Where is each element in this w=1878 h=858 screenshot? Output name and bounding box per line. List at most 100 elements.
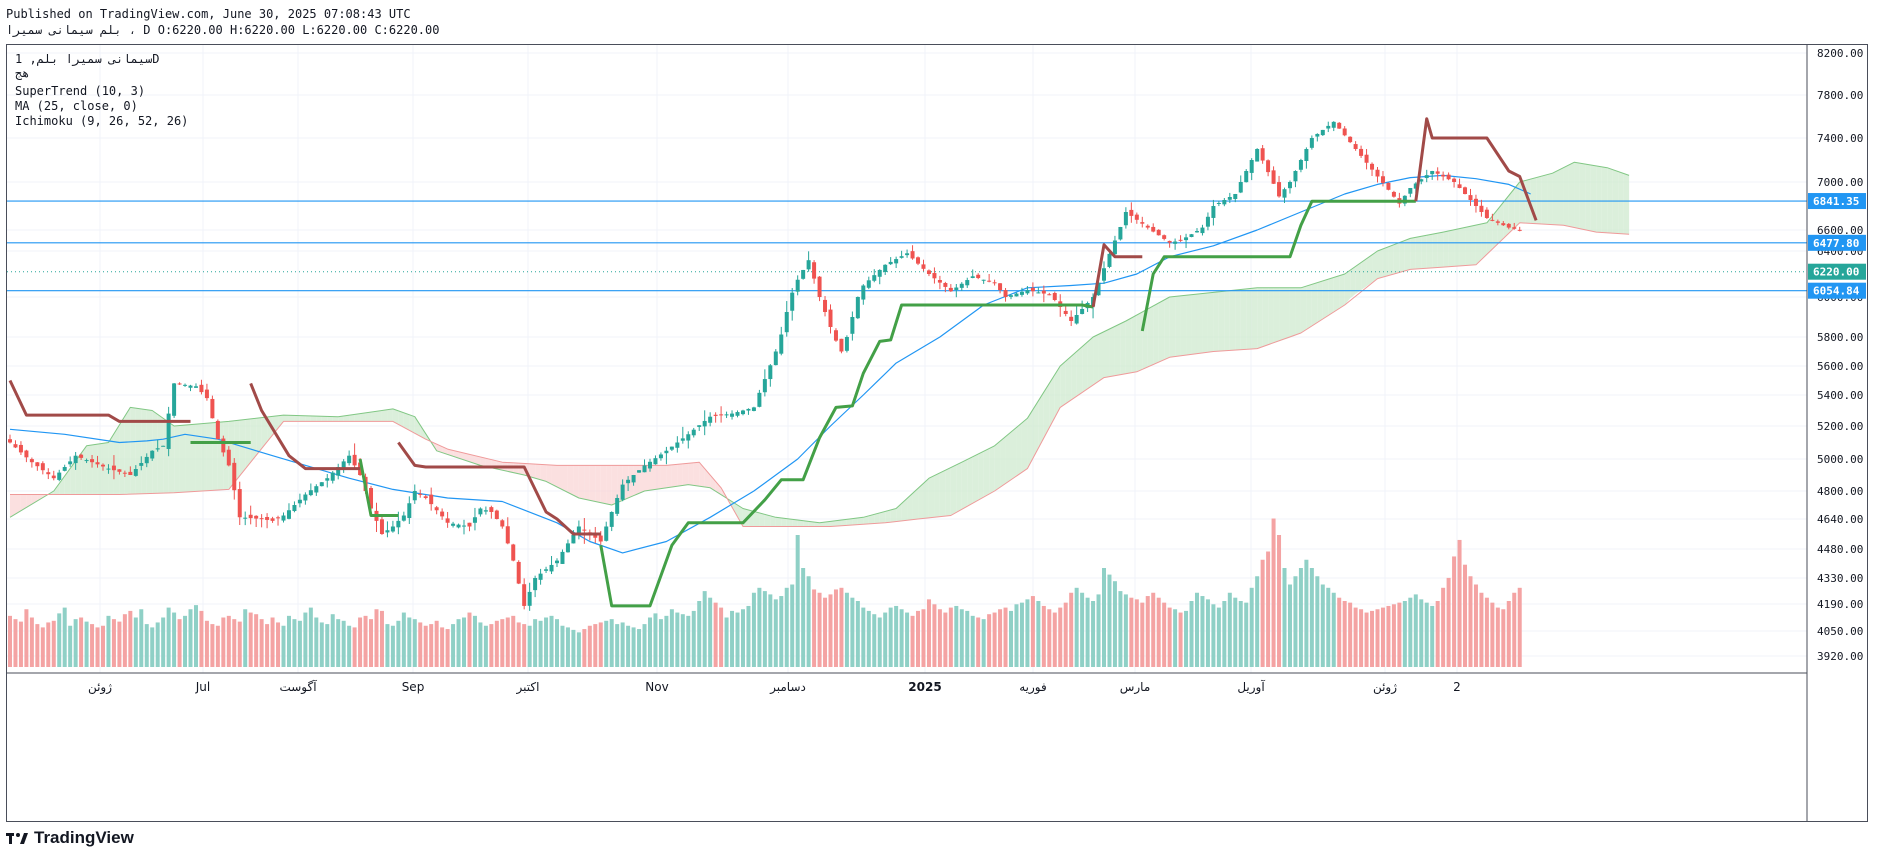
- candle[interactable]: [183, 383, 188, 387]
- candle[interactable]: [1107, 252, 1112, 269]
- candle[interactable]: [18, 441, 23, 455]
- candle[interactable]: [303, 492, 308, 505]
- candle[interactable]: [281, 512, 286, 523]
- candle[interactable]: [609, 511, 614, 532]
- candle[interactable]: [57, 469, 62, 482]
- candle[interactable]: [937, 275, 942, 290]
- candle[interactable]: [549, 555, 554, 575]
- candle[interactable]: [702, 410, 707, 436]
- candle[interactable]: [133, 465, 138, 477]
- candle[interactable]: [144, 453, 149, 468]
- candle[interactable]: [1063, 306, 1068, 317]
- candle[interactable]: [839, 338, 844, 354]
- candle[interactable]: [910, 245, 915, 260]
- candle[interactable]: [308, 483, 313, 497]
- candle[interactable]: [1452, 177, 1457, 188]
- candle[interactable]: [762, 369, 767, 397]
- candle[interactable]: [1479, 199, 1484, 217]
- candle[interactable]: [823, 296, 828, 317]
- candle[interactable]: [1468, 188, 1473, 206]
- candle[interactable]: [790, 287, 795, 321]
- candle[interactable]: [237, 481, 242, 526]
- candle[interactable]: [385, 521, 390, 538]
- candle[interactable]: [204, 383, 209, 401]
- candle[interactable]: [1014, 292, 1019, 297]
- candle[interactable]: [1074, 303, 1079, 325]
- candle[interactable]: [494, 509, 499, 520]
- candle[interactable]: [117, 469, 122, 475]
- candle[interactable]: [1123, 207, 1128, 229]
- candle[interactable]: [1441, 171, 1446, 181]
- candle[interactable]: [1047, 292, 1052, 296]
- candle[interactable]: [795, 275, 800, 296]
- candle[interactable]: [1205, 212, 1210, 231]
- candle[interactable]: [708, 412, 713, 427]
- candle[interactable]: [1025, 286, 1030, 295]
- candle[interactable]: [1320, 129, 1325, 136]
- candle[interactable]: [828, 304, 833, 334]
- candle[interactable]: [1069, 310, 1074, 327]
- chart-frame[interactable]: 8200.00 7800.00 7400.00 7000.00 6600.00 6400.…: [6, 44, 1868, 822]
- candle[interactable]: [1457, 178, 1462, 189]
- candle[interactable]: [472, 507, 477, 531]
- candle[interactable]: [1419, 178, 1424, 185]
- candle[interactable]: [210, 395, 215, 419]
- candle[interactable]: [647, 458, 652, 472]
- candle[interactable]: [100, 463, 105, 471]
- candle[interactable]: [1326, 121, 1331, 133]
- candle[interactable]: [1102, 261, 1106, 284]
- candle[interactable]: [412, 484, 417, 504]
- candle[interactable]: [675, 436, 680, 453]
- candle[interactable]: [1200, 224, 1205, 236]
- candle[interactable]: [478, 507, 483, 517]
- candle[interactable]: [527, 582, 532, 611]
- candle[interactable]: [757, 389, 762, 408]
- candle[interactable]: [254, 515, 259, 527]
- candle[interactable]: [713, 412, 718, 423]
- candle[interactable]: [1222, 197, 1227, 207]
- candle[interactable]: [905, 249, 910, 258]
- candle[interactable]: [319, 482, 324, 487]
- candle[interactable]: [1227, 192, 1232, 203]
- candle[interactable]: [232, 458, 237, 500]
- candle[interactable]: [440, 508, 445, 520]
- candle[interactable]: [215, 419, 220, 440]
- candle[interactable]: [888, 257, 893, 266]
- candle[interactable]: [1244, 169, 1249, 183]
- candle[interactable]: [1271, 166, 1276, 184]
- candle[interactable]: [948, 284, 953, 292]
- candle[interactable]: [297, 493, 302, 508]
- candle[interactable]: [861, 284, 866, 305]
- candle[interactable]: [1287, 180, 1292, 194]
- candle[interactable]: [1435, 167, 1440, 181]
- candle[interactable]: [1506, 223, 1511, 230]
- candle[interactable]: [686, 431, 691, 449]
- candle[interactable]: [90, 454, 95, 468]
- candle[interactable]: [1151, 223, 1156, 233]
- candle[interactable]: [555, 558, 559, 568]
- candle[interactable]: [817, 276, 822, 302]
- candle[interactable]: [1359, 145, 1364, 158]
- candle[interactable]: [1512, 222, 1517, 230]
- candle[interactable]: [1517, 226, 1522, 232]
- candle[interactable]: [576, 520, 581, 540]
- candle[interactable]: [1430, 170, 1435, 180]
- candle[interactable]: [451, 521, 456, 528]
- candle[interactable]: [276, 515, 281, 526]
- candle[interactable]: [976, 273, 981, 280]
- candle[interactable]: [1238, 175, 1243, 194]
- candle[interactable]: [1424, 169, 1429, 183]
- candle[interactable]: [489, 505, 494, 519]
- candle[interactable]: [106, 464, 111, 474]
- candle[interactable]: [1216, 200, 1221, 207]
- candle[interactable]: [462, 519, 467, 535]
- candle[interactable]: [916, 256, 921, 266]
- candle[interactable]: [1484, 207, 1489, 219]
- candle[interactable]: [314, 484, 319, 496]
- candle[interactable]: [68, 456, 73, 467]
- candle[interactable]: [505, 517, 510, 545]
- candle[interactable]: [1298, 158, 1303, 173]
- candle[interactable]: [620, 479, 625, 502]
- candle[interactable]: [1167, 240, 1172, 248]
- candle[interactable]: [1463, 186, 1468, 195]
